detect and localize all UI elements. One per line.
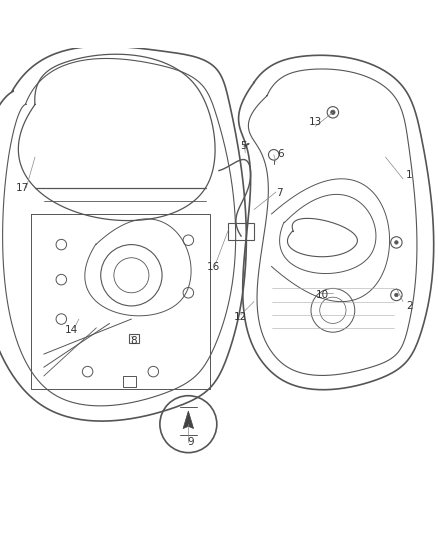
- Text: 2: 2: [406, 301, 413, 311]
- Text: 17: 17: [16, 183, 29, 192]
- Text: 7: 7: [276, 188, 283, 198]
- Text: 14: 14: [64, 325, 78, 335]
- Text: 5: 5: [240, 141, 247, 151]
- Text: 1: 1: [406, 169, 413, 180]
- Circle shape: [331, 110, 335, 115]
- Circle shape: [395, 293, 398, 297]
- Polygon shape: [183, 411, 194, 429]
- Text: 12: 12: [233, 312, 247, 322]
- Text: 6: 6: [277, 149, 284, 159]
- Text: 8: 8: [130, 336, 137, 346]
- Text: 10: 10: [315, 290, 328, 300]
- Circle shape: [395, 241, 398, 244]
- Text: 16: 16: [207, 262, 220, 271]
- Text: 13: 13: [309, 117, 322, 127]
- Text: 9: 9: [187, 437, 194, 447]
